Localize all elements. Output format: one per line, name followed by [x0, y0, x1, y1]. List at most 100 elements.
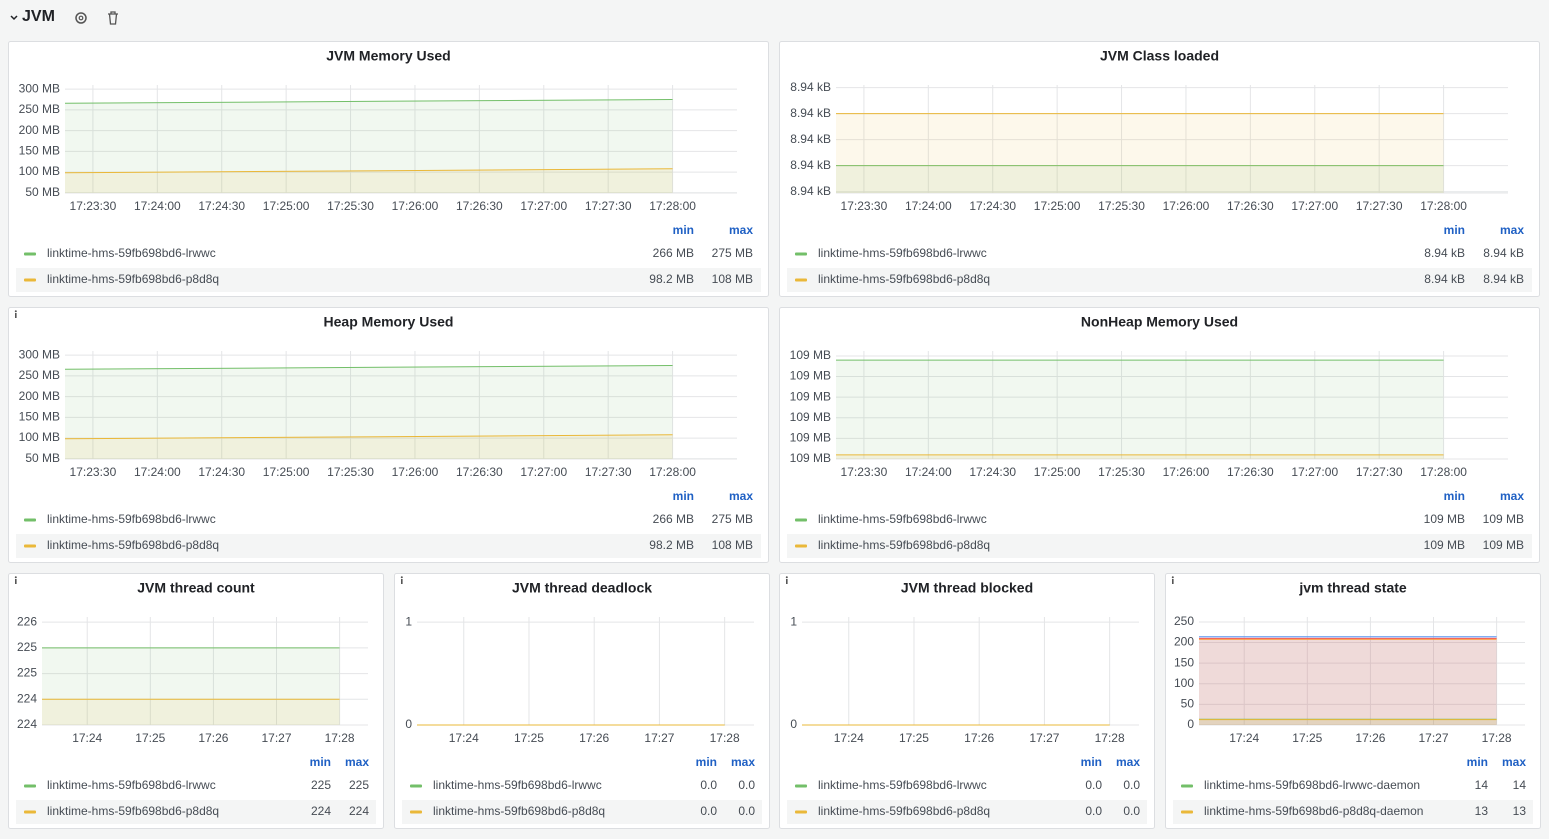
- x-tick-label: 17:25:30: [327, 465, 374, 479]
- legend-name[interactable]: linktime-hms-59fb698bd6-lrwwc: [818, 778, 987, 792]
- series-area: [836, 113, 1444, 193]
- panel-title: Heap Memory Used: [324, 314, 454, 330]
- legend-max: 8.94 kB: [1483, 246, 1524, 260]
- legend-name[interactable]: linktime-hms-59fb698bd6-p8d8q: [47, 538, 219, 552]
- legend-swatch: [795, 252, 807, 256]
- legend-name[interactable]: linktime-hms-59fb698bd6-lrwwc: [433, 778, 602, 792]
- y-tick-label: 224: [17, 717, 37, 731]
- x-tick-label: 17:25: [135, 731, 165, 745]
- x-tick-label: 17:24:30: [969, 199, 1016, 213]
- legend-name[interactable]: linktime-hms-59fb698bd6-p8d8q: [818, 538, 990, 552]
- legend-name[interactable]: linktime-hms-59fb698bd6-p8d8q: [47, 804, 219, 818]
- legend-max: 13: [1513, 804, 1527, 818]
- legend-header: max: [729, 489, 753, 503]
- legend-min: 14: [1475, 778, 1489, 792]
- y-tick-label: 225: [17, 666, 37, 680]
- series-area: [65, 168, 673, 193]
- panel: NonHeap Memory Used 17:23:30 17:24:00 17:24…: [779, 307, 1540, 563]
- x-tick-label: 17:26: [579, 731, 609, 745]
- legend-max: 8.94 kB: [1483, 272, 1524, 286]
- legend-max: 0.0: [738, 804, 755, 818]
- series-area: [836, 454, 1444, 459]
- x-tick-label: 17:26:30: [456, 199, 503, 213]
- legend-max: 109 MB: [1483, 512, 1524, 526]
- legend-min: 8.94 kB: [1424, 246, 1465, 260]
- legend-header: max: [731, 755, 755, 769]
- series-area: [1199, 719, 1497, 725]
- collapse-chevron[interactable]: [10, 15, 18, 21]
- x-tick-label: 17:25:00: [1034, 199, 1081, 213]
- series-line: [64, 365, 673, 370]
- legend-min: 98.2 MB: [649, 272, 694, 286]
- legend-name[interactable]: linktime-hms-59fb698bd6-p8d8q: [818, 272, 990, 286]
- y-tick-label: 1: [790, 614, 797, 628]
- legend-header: min: [673, 489, 694, 503]
- x-tick-label: 17:28: [710, 731, 740, 745]
- series-area: [836, 165, 1444, 193]
- legend-header: max: [1500, 489, 1524, 503]
- legend-max: 14: [1513, 778, 1527, 792]
- legend-swatch: [410, 810, 422, 814]
- legend-name[interactable]: linktime-hms-59fb698bd6-lrwwc-daemon: [1204, 778, 1420, 792]
- x-tick-label: 17:25: [899, 731, 929, 745]
- legend-name[interactable]: linktime-hms-59fb698bd6-p8d8q: [818, 804, 990, 818]
- x-tick-label: 17:23:30: [70, 465, 117, 479]
- legend-header: min: [310, 755, 331, 769]
- x-tick-label: 17:27: [261, 731, 291, 745]
- y-tick-label: 100 MB: [19, 164, 60, 178]
- legend-name[interactable]: linktime-hms-59fb698bd6-p8d8q: [47, 272, 219, 286]
- x-tick-label: 17:28:00: [649, 199, 696, 213]
- info-icon: [1172, 579, 1174, 584]
- legend-max: 275 MB: [712, 512, 753, 526]
- y-tick-label: 8.94 kB: [790, 132, 831, 146]
- legend-name[interactable]: linktime-hms-59fb698bd6-lrwwc: [47, 512, 216, 526]
- row-title[interactable]: JVM: [22, 8, 55, 25]
- panel: JVM Class loaded 17:23:30 17:24:00 17:24:30…: [779, 41, 1540, 297]
- x-tick-label: 17:24:00: [134, 199, 181, 213]
- y-tick-label: 109 MB: [790, 451, 831, 465]
- x-tick-label: 17:27:00: [1291, 465, 1338, 479]
- info-icon: [15, 313, 17, 318]
- legend-name[interactable]: linktime-hms-59fb698bd6-p8d8q-daemon: [1204, 804, 1423, 818]
- y-tick-label: 100: [1174, 676, 1194, 690]
- legend-name[interactable]: linktime-hms-59fb698bd6-p8d8q: [433, 804, 605, 818]
- panel: Heap Memory Used 17:23:30 17:24:00 17:24:30…: [8, 307, 769, 563]
- x-tick-label: 17:26:00: [392, 465, 439, 479]
- y-tick-label: 224: [17, 691, 37, 705]
- x-tick-label: 17:25: [514, 731, 544, 745]
- x-tick-label: 17:23:30: [70, 199, 117, 213]
- x-tick-label: 17:26:00: [1163, 199, 1210, 213]
- settings-icon[interactable]: [75, 12, 87, 24]
- series-area: [42, 647, 340, 725]
- panel-frame: [8, 41, 769, 297]
- x-tick-label: 17:27:30: [585, 465, 632, 479]
- x-tick-label: 17:28:00: [1420, 465, 1467, 479]
- panel-title: JVM thread blocked: [901, 580, 1033, 596]
- legend-header: min: [1467, 755, 1488, 769]
- series-area: [1199, 719, 1497, 725]
- legend-min: 109 MB: [1424, 512, 1465, 526]
- legend-name[interactable]: linktime-hms-59fb698bd6-lrwwc: [818, 512, 987, 526]
- legend-max: 108 MB: [712, 272, 753, 286]
- legend-swatch: [795, 544, 807, 548]
- x-tick-label: 17:25:00: [263, 465, 310, 479]
- y-tick-label: 250 MB: [19, 102, 60, 116]
- series-area: [1199, 639, 1497, 725]
- legend-min: 266 MB: [653, 246, 694, 260]
- y-tick-label: 150 MB: [19, 410, 60, 424]
- x-tick-label: 17:25: [1292, 731, 1322, 745]
- legend-swatch: [24, 278, 36, 282]
- delete-icon[interactable]: [108, 11, 118, 25]
- legend-name[interactable]: linktime-hms-59fb698bd6-lrwwc: [818, 246, 987, 260]
- legend-name[interactable]: linktime-hms-59fb698bd6-lrwwc: [47, 246, 216, 260]
- y-tick-label: 300 MB: [19, 81, 60, 95]
- info-icon-dot: [400, 576, 403, 579]
- panel: jvm thread state 17:24 17:25 17:26 17:27 17:2…: [1165, 573, 1541, 829]
- legend-name[interactable]: linktime-hms-59fb698bd6-lrwwc: [47, 778, 216, 792]
- y-tick-label: 50 MB: [25, 451, 60, 465]
- legend-swatch: [24, 518, 36, 522]
- legend-min: 8.94 kB: [1424, 272, 1465, 286]
- y-tick-label: 50 MB: [25, 185, 60, 199]
- legend-min: 225: [311, 778, 331, 792]
- y-tick-label: 100 MB: [19, 430, 60, 444]
